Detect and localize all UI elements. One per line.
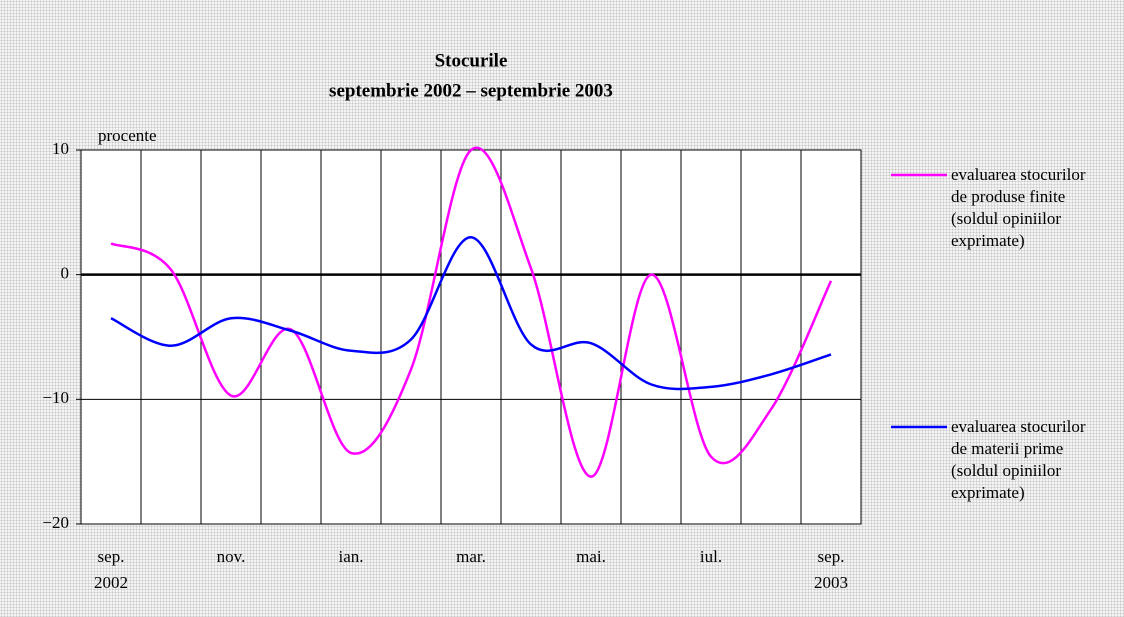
x-tick-label: nov. [217,547,246,566]
series-line [110,236,832,391]
y-tick-label: 0 [61,264,70,283]
x-year-label: 2003 [814,573,848,592]
x-tick-label: iul. [700,547,722,566]
chart-title: Stocurile [435,50,508,71]
legend-label: evaluarea stocurilor de materii prime (s… [951,417,1086,502]
legend-label: evaluarea stocurilor de produse finite (… [951,165,1086,250]
y-tick-label: 10 [52,139,69,158]
x-tick-label: sep. [98,547,125,566]
x-tick-label: ian. [338,547,363,566]
chart-subtitle: septembrie 2002 – septembrie 2003 [329,80,613,101]
plot-area [80,149,862,525]
x-tick-label: mar. [456,547,486,566]
x-tick-label: mai. [576,547,606,566]
y-tick-label: −20 [42,513,69,532]
y-tick-label: −10 [42,388,69,407]
y-axis-label: procente [98,126,157,145]
x-tick-label: sep. [818,547,845,566]
x-year-label: 2002 [94,573,128,592]
series-line [110,146,833,478]
